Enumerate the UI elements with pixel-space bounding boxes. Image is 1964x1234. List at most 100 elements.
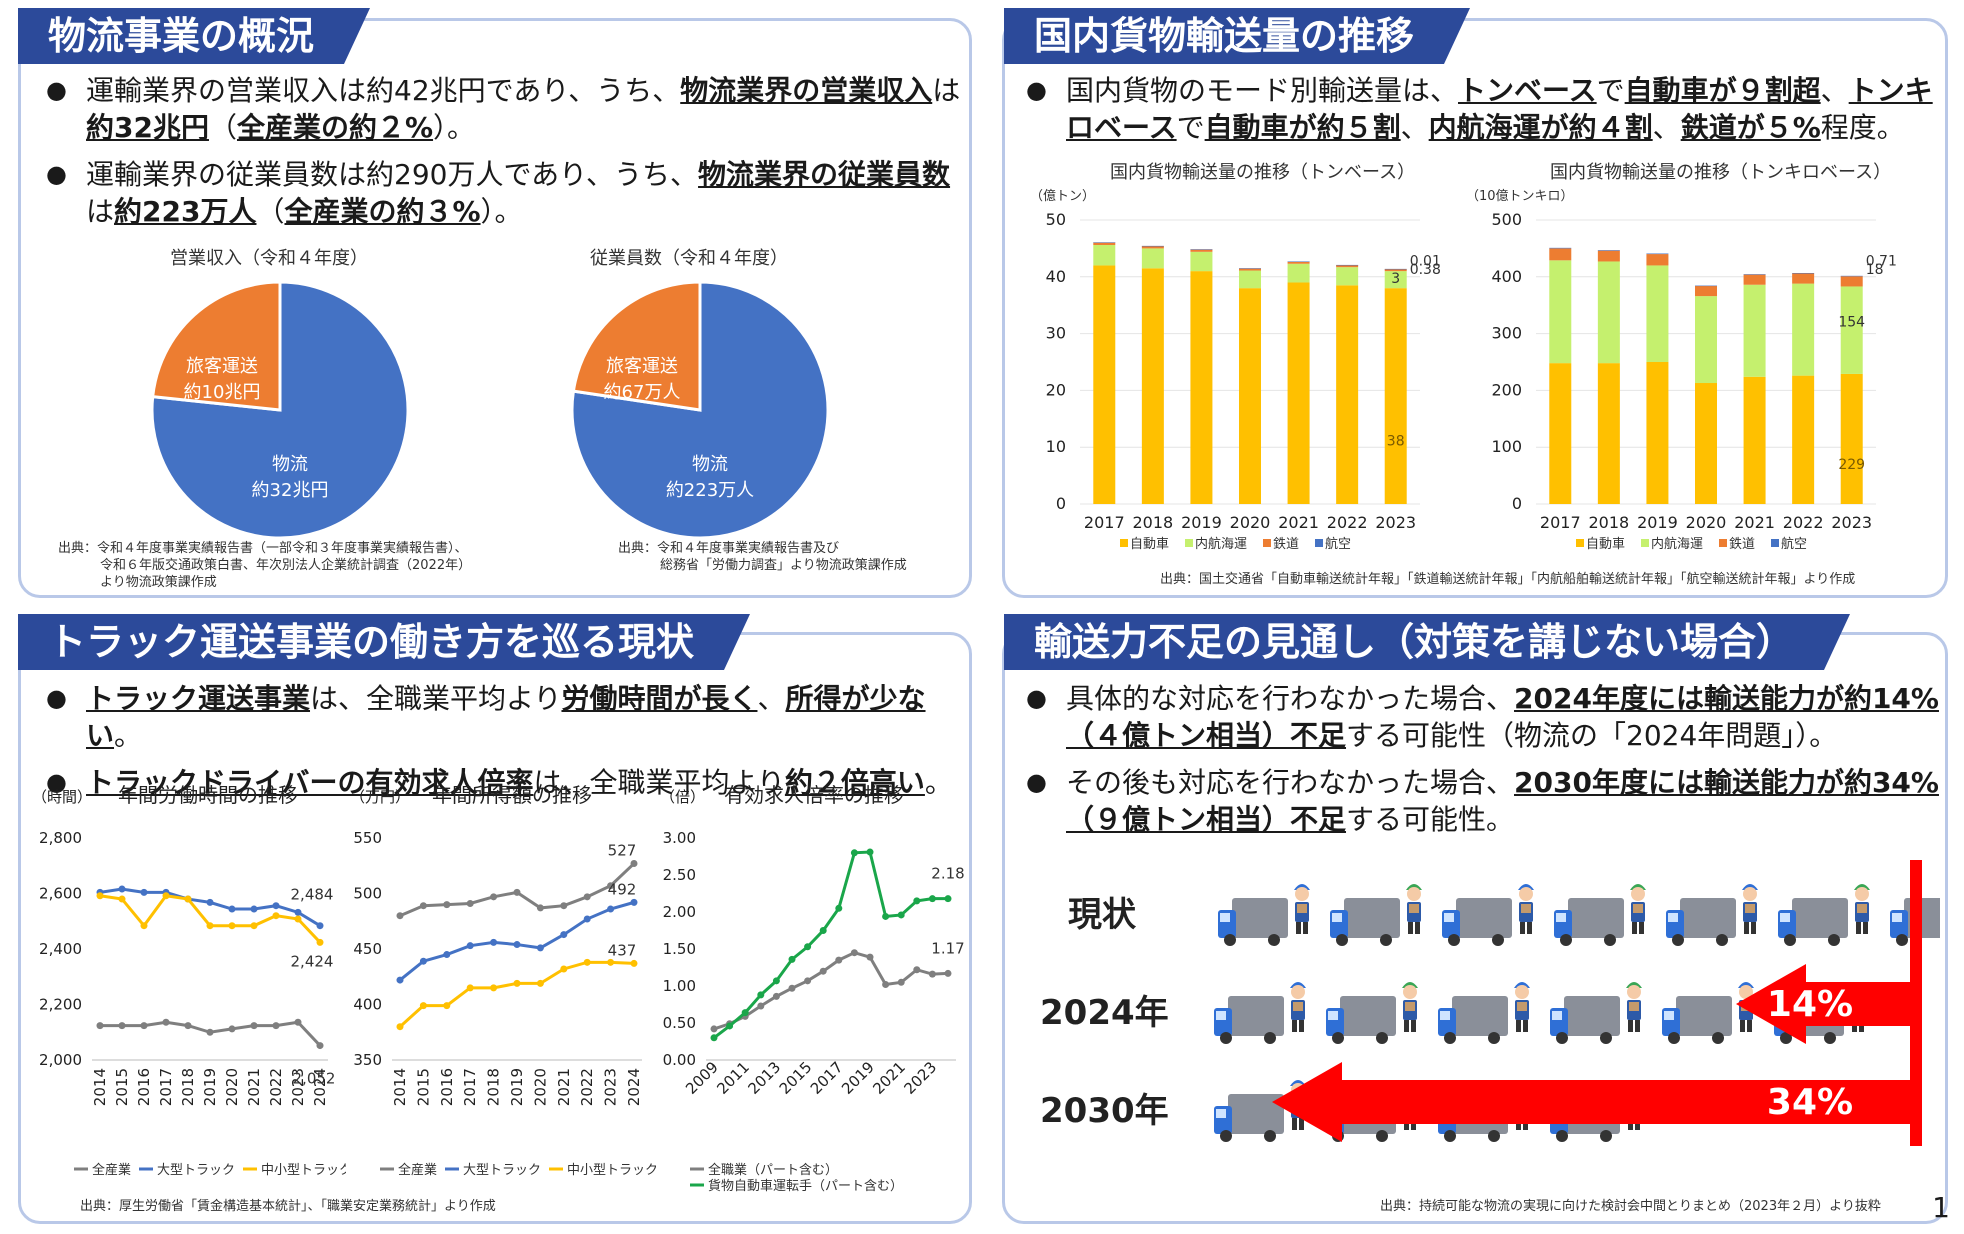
bar-segment-自動車 (1597, 363, 1620, 504)
driver-leg (1744, 922, 1749, 934)
data-point (228, 1025, 236, 1033)
data-point (928, 895, 936, 903)
truck-wheel (1444, 1130, 1456, 1142)
data-point (944, 895, 952, 903)
bar-segment-航空 (1792, 272, 1815, 274)
bullets-logistics-overview: 運輸業界の営業収入は約42兆円であり、うち、物流業界の営業収入は約32兆円（全産… (44, 72, 964, 240)
data-point (513, 979, 521, 987)
bar-segment-航空 (1743, 274, 1766, 275)
data-point (741, 1009, 749, 1017)
chart-unit: （時間） (32, 788, 92, 806)
truck-wheel (1600, 1130, 1612, 1142)
x-tick-label: 2015 (113, 1068, 131, 1106)
truck-wheel (1556, 1130, 1568, 1142)
driver-icon (1742, 884, 1758, 934)
driver-leg (1740, 1020, 1745, 1032)
data-label-ship: 3 (1391, 271, 1400, 287)
y-tick-label: 400 (1491, 267, 1522, 286)
driver-box (1293, 1002, 1303, 1011)
bar-segment-内航海運 (1287, 263, 1310, 283)
driver-icon (1626, 982, 1642, 1032)
row-label: 現状 (1068, 895, 1137, 935)
data-point (228, 922, 236, 930)
bar-segment-鉄道 (1239, 268, 1261, 271)
x-tick-label: 2018 (1588, 513, 1629, 532)
bar-segment-内航海運 (1646, 265, 1669, 362)
legend-label: 自動車 (1586, 537, 1625, 552)
pie-label-passenger: 旅客運送 (186, 356, 258, 377)
bar-segment-鉄道 (1336, 264, 1359, 268)
bar-segment-鉄道 (1093, 242, 1116, 245)
end-label: 2,484 (291, 886, 334, 904)
x-tick-label: 2020 (223, 1068, 241, 1106)
data-point (726, 1022, 734, 1030)
data-point (560, 902, 568, 910)
data-point (466, 942, 474, 950)
data-point (913, 966, 921, 974)
data-point (804, 943, 812, 951)
truck-wheel (1780, 1032, 1792, 1044)
truck-icon (1666, 898, 1736, 946)
data-point (184, 1022, 192, 1030)
x-tick-label: 2014 (91, 1068, 109, 1106)
data-point (835, 956, 843, 964)
data-point (757, 991, 765, 999)
bar-segment-鉄道 (1384, 268, 1407, 272)
y-tick-label: 0 (1512, 494, 1522, 513)
driver-box (1409, 904, 1419, 913)
truck-icon (1778, 898, 1848, 946)
y-tick-label: 50 (1046, 210, 1066, 229)
bullet-2030: その後も対応を行わなかった場合、2030年度には輸送能力が約34%（９億トン相当… (1024, 764, 1944, 838)
y-tick-label: 1.50 (663, 940, 696, 958)
legend-label: 航空 (1781, 536, 1807, 552)
bar-segment-内航海運 (1239, 270, 1261, 289)
data-point (913, 897, 921, 905)
driver-box (1633, 904, 1643, 913)
bullet-hours-income: トラック運送事業は、全職業平均より労働時間が長く、所得が少ない。 (44, 680, 964, 754)
data-point (396, 976, 404, 984)
legend-label: 中小型トラック (567, 1163, 656, 1178)
legend-swatch (1120, 539, 1128, 547)
x-tick-label: 2023 (289, 1068, 307, 1106)
x-tick-label: 2011 (713, 1058, 753, 1098)
data-point (96, 892, 104, 900)
data-point (419, 957, 427, 965)
series-line-貨物自動車運転手（パート含む） (713, 850, 948, 1039)
y-tick-label: 500 (353, 885, 382, 903)
data-point (536, 944, 544, 952)
bar-segment-鉄道 (1792, 273, 1815, 284)
data-point (513, 888, 521, 896)
arrow-2030 (1272, 1062, 1922, 1142)
truck-wheel (1488, 1032, 1500, 1044)
legend-swatch (1719, 539, 1727, 547)
truck-cargo (1564, 996, 1620, 1036)
bar-segment-航空 (1287, 261, 1310, 262)
data-point (396, 1023, 404, 1031)
x-tick-label: 2019 (838, 1058, 878, 1098)
truck-window (1780, 913, 1790, 922)
legend-label: 航空 (1325, 536, 1351, 552)
truck-window (1664, 1011, 1674, 1020)
truck-cargo (1676, 996, 1732, 1036)
driver-head (1519, 887, 1533, 901)
data-point (118, 885, 126, 893)
legend-label: 鉄道 (1273, 537, 1299, 552)
bar-segment-鉄道 (1287, 261, 1310, 264)
x-tick-label: 2020 (1686, 513, 1727, 532)
bar-segment-内航海運 (1597, 261, 1620, 364)
bar-segment-自動車 (1239, 288, 1261, 504)
bar-segment-自動車 (1646, 362, 1669, 504)
pct-2030: 34% (1767, 1082, 1853, 1123)
truck-wheel (1224, 934, 1236, 946)
truck-wheel (1716, 934, 1728, 946)
bar-segment-内航海運 (1792, 283, 1815, 376)
driver-icon (1514, 982, 1530, 1032)
truck-cargo (1568, 898, 1624, 938)
bar-segment-内航海運 (1743, 284, 1766, 377)
y-tick-label: 20 (1046, 380, 1066, 399)
x-tick-label: 2021 (1278, 513, 1319, 532)
x-tick-label: 2021 (869, 1058, 909, 1098)
driver-box (1517, 1002, 1527, 1011)
truck-icon (1554, 898, 1624, 946)
bar-segment-自動車 (1549, 363, 1572, 504)
